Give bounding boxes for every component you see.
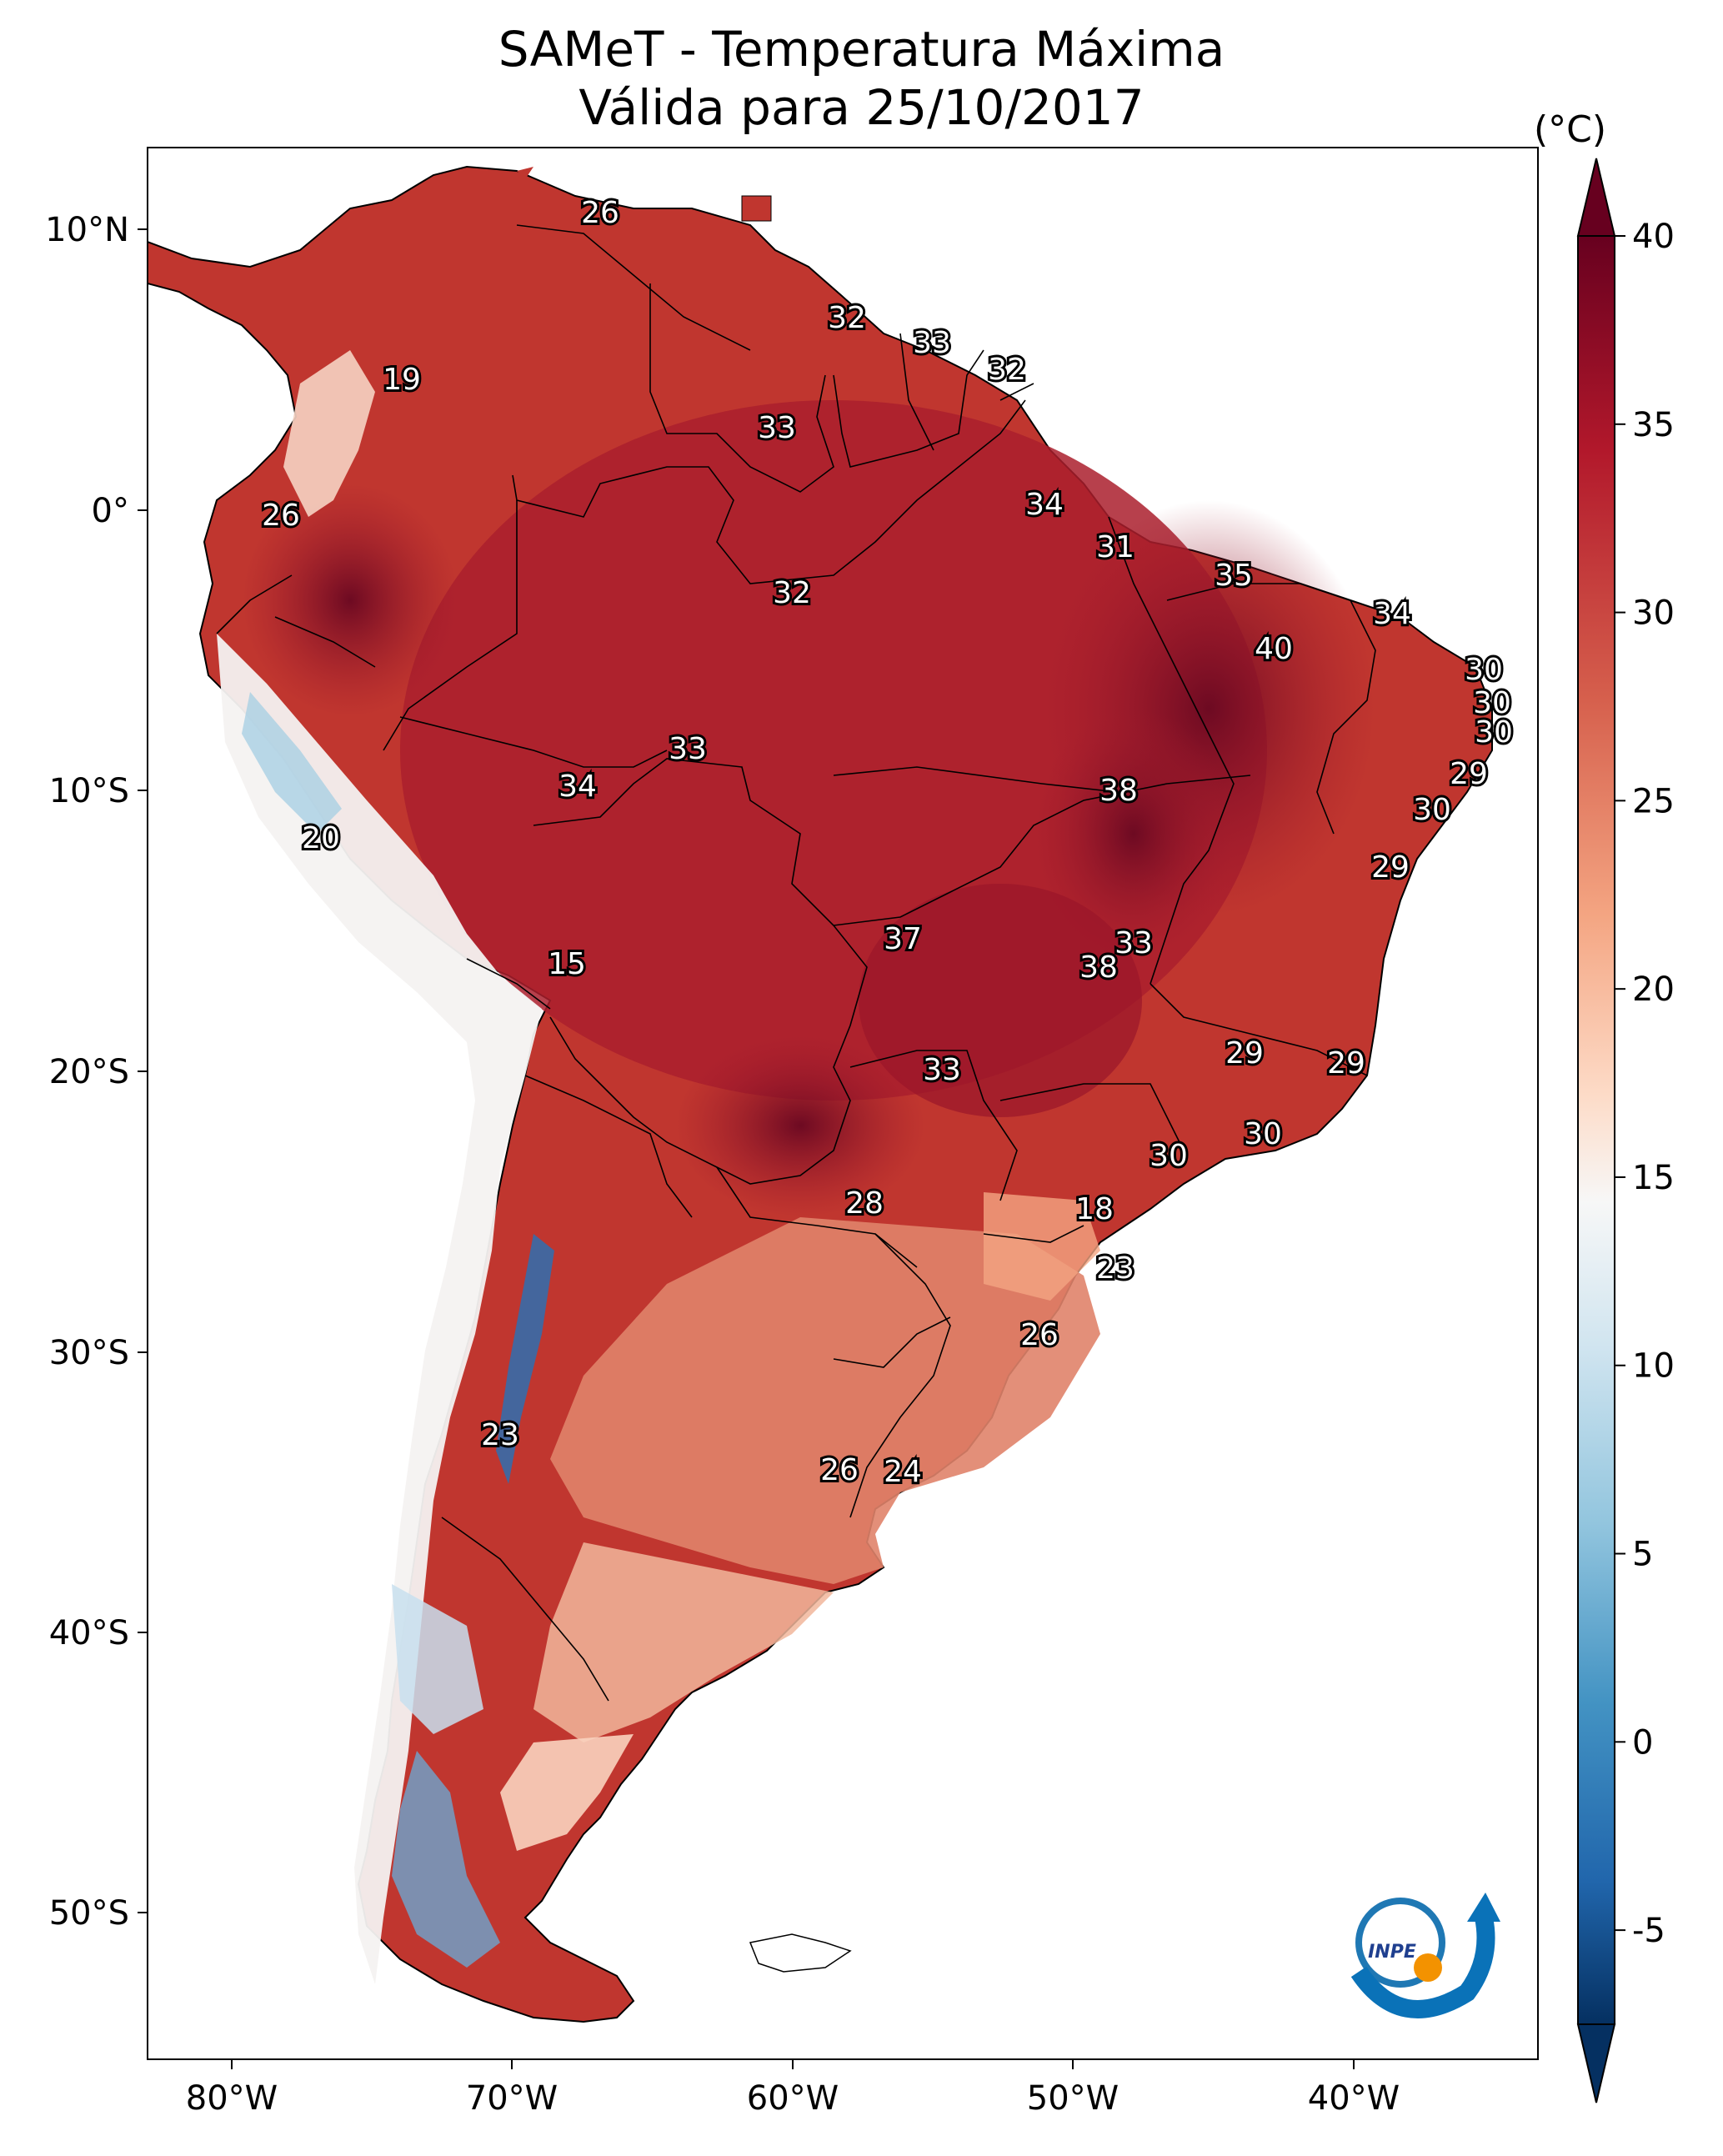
lat-tick-label: 30°S xyxy=(49,1334,129,1372)
temp-label: 30 xyxy=(1465,653,1503,687)
temp-label: 32 xyxy=(773,576,811,610)
lon-tick-label: 80°W xyxy=(186,2079,278,2118)
temp-label: 30 xyxy=(1244,1117,1282,1151)
temp-label: 20 xyxy=(302,821,340,855)
temp-label: 18 xyxy=(1075,1192,1114,1226)
colorbar-tick-label: 20 xyxy=(1632,970,1675,1009)
temp-label: 37 xyxy=(884,922,922,956)
lat-tick-label: 10°N xyxy=(45,211,129,249)
temp-label: 29 xyxy=(1327,1046,1365,1081)
temp-label: 29 xyxy=(1225,1036,1264,1070)
colorbar-tick-label: 10 xyxy=(1632,1347,1675,1386)
logo-text: INPE xyxy=(1368,1942,1416,1963)
colorbar-tick-label: 35 xyxy=(1632,406,1675,444)
temp-label: 23 xyxy=(1096,1251,1134,1286)
inpe-logo: INPE xyxy=(1350,1893,1500,2018)
lat-tick-label: 0° xyxy=(92,492,129,530)
falklands-islands xyxy=(749,1933,852,1973)
lon-tick-label: 60°W xyxy=(747,2079,839,2118)
temp-label: 34 xyxy=(1373,597,1411,631)
temp-label: 38 xyxy=(1079,950,1118,985)
lon-tick-label: 40°W xyxy=(1308,2079,1400,2118)
temp-label: 29 xyxy=(1371,850,1410,885)
map-title-line1: SAMeT - Temperatura Máxima xyxy=(498,21,1225,78)
colorbar-tick-label: 15 xyxy=(1632,1159,1675,1197)
colorbar-tick-label: 40 xyxy=(1632,218,1675,256)
temp-label: 35 xyxy=(1215,559,1253,593)
lat-tick-label: 20°S xyxy=(49,1053,129,1091)
temp-label: 29 xyxy=(1450,757,1488,791)
colorbar-ticks: 40 35 30 25 20 15 10 5 0 -5 xyxy=(1615,218,1675,1950)
temp-label: 32 xyxy=(828,301,866,335)
colorbar-tick-label: 0 xyxy=(1632,1723,1653,1762)
temp-label: 32 xyxy=(988,353,1026,387)
temp-label: 31 xyxy=(1096,530,1134,564)
temp-label: 23 xyxy=(481,1418,519,1452)
temp-label: 26 xyxy=(262,499,300,533)
colorbar-units: (°C) xyxy=(1534,108,1607,151)
temp-label: 30 xyxy=(1475,715,1513,750)
temp-label: 33 xyxy=(923,1053,961,1087)
temp-label: 24 xyxy=(884,1455,922,1489)
map-layers xyxy=(148,165,1493,2023)
lon-tick-label: 70°W xyxy=(466,2079,558,2118)
temp-label: 30 xyxy=(1150,1139,1188,1173)
map-title-line2: Válida para 25/10/2017 xyxy=(579,79,1144,136)
temp-label: 28 xyxy=(845,1186,884,1221)
temp-label: 33 xyxy=(913,326,951,360)
longitude-axis xyxy=(231,2059,1355,2069)
temp-label: 33 xyxy=(1114,926,1153,960)
latitude-axis xyxy=(138,228,148,1913)
temperature-labels: 26 19 26 32 33 32 33 34 31 35 34 40 30 3… xyxy=(259,193,1515,1492)
lat-tick-label: 40°S xyxy=(49,1614,129,1652)
lon-tick-label: 50°W xyxy=(1027,2079,1119,2118)
country-borders xyxy=(216,224,1376,1702)
temp-label: 26 xyxy=(581,196,619,230)
temp-label: 30 xyxy=(1413,793,1451,827)
colorbar-tick-label: 30 xyxy=(1632,594,1675,633)
colorbar-tick-label: 5 xyxy=(1632,1536,1653,1574)
temp-label: 34 xyxy=(558,770,597,804)
temp-label: 33 xyxy=(758,411,796,445)
colorbar-tick-label: -5 xyxy=(1632,1912,1665,1950)
temp-label: 19 xyxy=(383,363,421,397)
temp-label: 15 xyxy=(548,947,586,981)
temp-label: 33 xyxy=(669,732,707,766)
temp-label: 38 xyxy=(1099,774,1138,808)
colorbar-tick-label: 25 xyxy=(1632,782,1675,820)
temp-label: 26 xyxy=(1020,1318,1059,1352)
temp-label: 40 xyxy=(1255,632,1293,666)
lat-tick-label: 50°S xyxy=(49,1894,129,1933)
temp-label: 34 xyxy=(1025,488,1064,522)
map-border xyxy=(147,147,1539,2060)
temp-label: 26 xyxy=(820,1453,859,1487)
lat-tick-label: 10°S xyxy=(49,772,129,810)
colorbar xyxy=(1576,158,1616,2103)
temp-label: 30 xyxy=(1473,686,1511,720)
